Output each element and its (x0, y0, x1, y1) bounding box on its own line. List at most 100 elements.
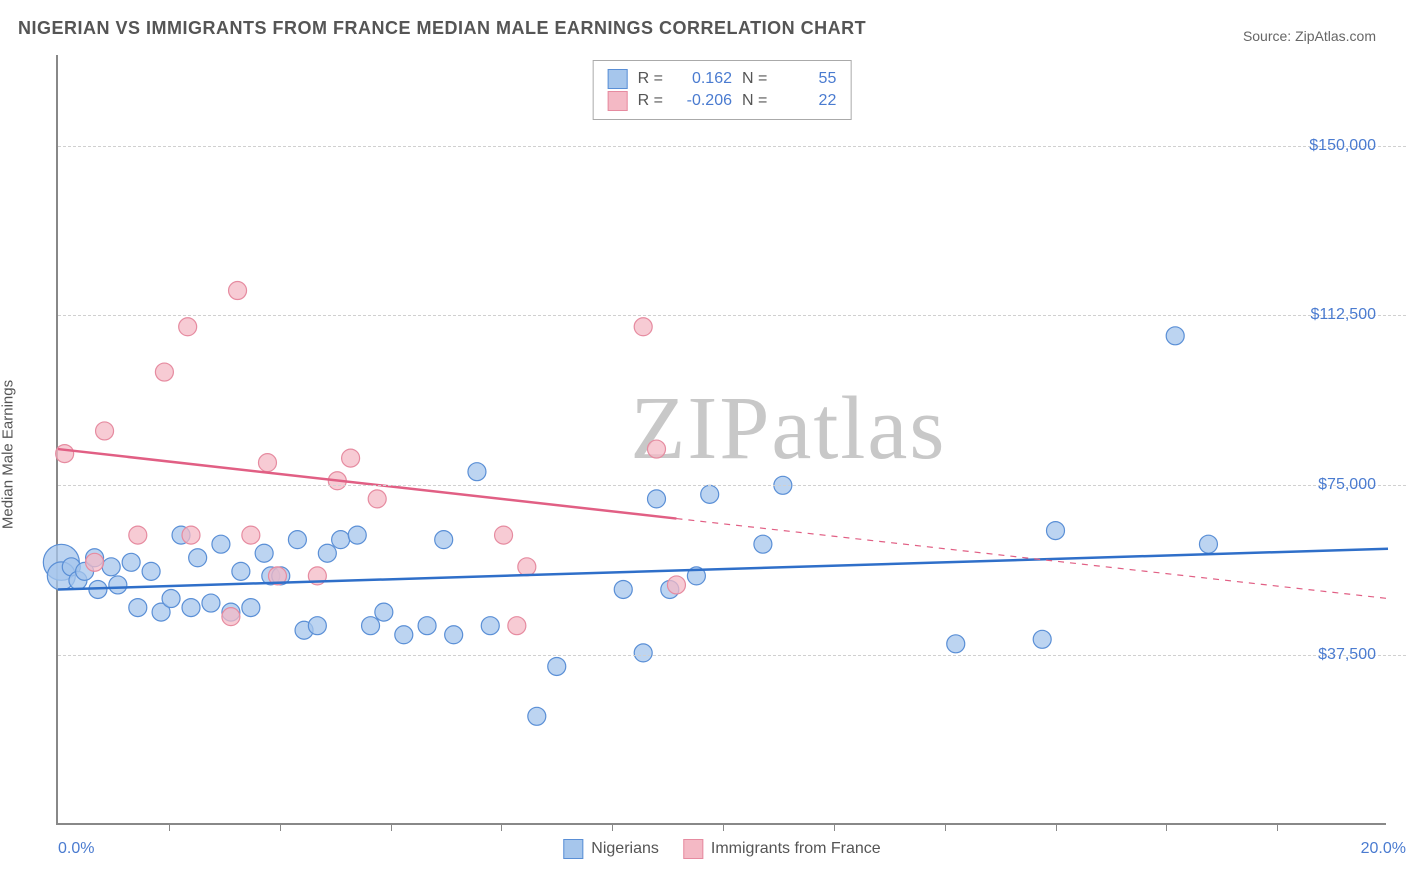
chart-title: NIGERIAN VS IMMIGRANTS FROM FRANCE MEDIA… (18, 18, 866, 39)
stats-row: R = -0.206 N = 22 (608, 91, 837, 111)
legend: Nigerians Immigrants from France (555, 837, 888, 861)
stat-value-n: 22 (781, 92, 836, 110)
scatter-point (182, 526, 200, 544)
scatter-point (634, 644, 652, 662)
scatter-point (634, 318, 652, 336)
scatter-point (468, 463, 486, 481)
scatter-point (754, 535, 772, 553)
scatter-point (332, 531, 350, 549)
scatter-point (445, 626, 463, 644)
scatter-point (1199, 535, 1217, 553)
scatter-point (395, 626, 413, 644)
scatter-point (1033, 630, 1051, 648)
x-tick (612, 823, 613, 831)
scatter-point (375, 603, 393, 621)
x-tick (834, 823, 835, 831)
scatter-point (232, 562, 250, 580)
scatter-point (701, 485, 719, 503)
stats-row: R = 0.162 N = 55 (608, 69, 837, 89)
scatter-point (318, 544, 336, 562)
series-swatch (608, 69, 628, 89)
gridline-horizontal (58, 655, 1406, 656)
chart-plot-area: ZIPatlas R = 0.162 N = 55 R = -0.206 N =… (56, 55, 1386, 825)
legend-item: Nigerians (563, 839, 659, 859)
scatter-point (1047, 522, 1065, 540)
scatter-point (508, 617, 526, 635)
y-tick-label: $112,500 (1310, 306, 1376, 324)
scatter-point (182, 599, 200, 617)
scatter-point (368, 490, 386, 508)
scatter-point (648, 440, 666, 458)
stat-label-n: N = (742, 70, 767, 88)
scatter-point (86, 553, 104, 571)
x-tick (1277, 823, 1278, 831)
scatter-point (548, 657, 566, 675)
stat-label-r: R = (638, 92, 663, 110)
scatter-point (242, 526, 260, 544)
scatter-point (258, 454, 276, 472)
x-tick (723, 823, 724, 831)
scatter-point (142, 562, 160, 580)
x-axis-max-label: 20.0% (1361, 840, 1406, 858)
scatter-point (308, 617, 326, 635)
gridline-horizontal (58, 146, 1406, 147)
scatter-point (96, 422, 114, 440)
scatter-point (229, 282, 247, 300)
scatter-point (189, 549, 207, 567)
legend-label: Immigrants from France (711, 840, 881, 858)
scatter-point (667, 576, 685, 594)
x-tick (391, 823, 392, 831)
legend-swatch (683, 839, 703, 859)
scatter-point (222, 608, 240, 626)
scatter-point (129, 599, 147, 617)
scatter-point (129, 526, 147, 544)
scatter-point (435, 531, 453, 549)
x-axis-min-label: 0.0% (58, 840, 94, 858)
series-swatch (608, 91, 628, 111)
gridline-horizontal (58, 485, 1406, 486)
x-tick (501, 823, 502, 831)
stat-label-n: N = (742, 92, 767, 110)
scatter-point (418, 617, 436, 635)
scatter-point (212, 535, 230, 553)
scatter-point (202, 594, 220, 612)
scatter-point (155, 363, 173, 381)
stat-value-r: -0.206 (677, 92, 732, 110)
scatter-point (518, 558, 536, 576)
stat-label-r: R = (638, 70, 663, 88)
scatter-point (342, 449, 360, 467)
scatter-point (348, 526, 366, 544)
scatter-point (179, 318, 197, 336)
scatter-point (362, 617, 380, 635)
scatter-point (648, 490, 666, 508)
stat-value-r: 0.162 (677, 70, 732, 88)
scatter-point (1166, 327, 1184, 345)
scatter-point (947, 635, 965, 653)
scatter-point (109, 576, 127, 594)
scatter-point (495, 526, 513, 544)
legend-label: Nigerians (591, 840, 659, 858)
scatter-point (122, 553, 140, 571)
scatter-point (242, 599, 260, 617)
legend-item: Immigrants from France (683, 839, 881, 859)
scatter-point (481, 617, 499, 635)
scatter-point (528, 707, 546, 725)
scatter-point (255, 544, 273, 562)
x-tick (280, 823, 281, 831)
gridline-horizontal (58, 315, 1406, 316)
x-tick (169, 823, 170, 831)
y-axis-label: Median Male Earnings (0, 380, 17, 529)
legend-swatch (563, 839, 583, 859)
scatter-point (162, 590, 180, 608)
scatter-plot-svg (58, 55, 1386, 823)
y-tick-label: $37,500 (1318, 646, 1376, 664)
y-tick-label: $150,000 (1309, 137, 1376, 155)
scatter-point (614, 580, 632, 598)
x-tick (1056, 823, 1057, 831)
y-tick-label: $75,000 (1318, 476, 1376, 494)
scatter-point (102, 558, 120, 576)
scatter-point (288, 531, 306, 549)
stat-value-n: 55 (781, 70, 836, 88)
scatter-point (56, 445, 74, 463)
correlation-stats-box: R = 0.162 N = 55 R = -0.206 N = 22 (593, 60, 852, 120)
